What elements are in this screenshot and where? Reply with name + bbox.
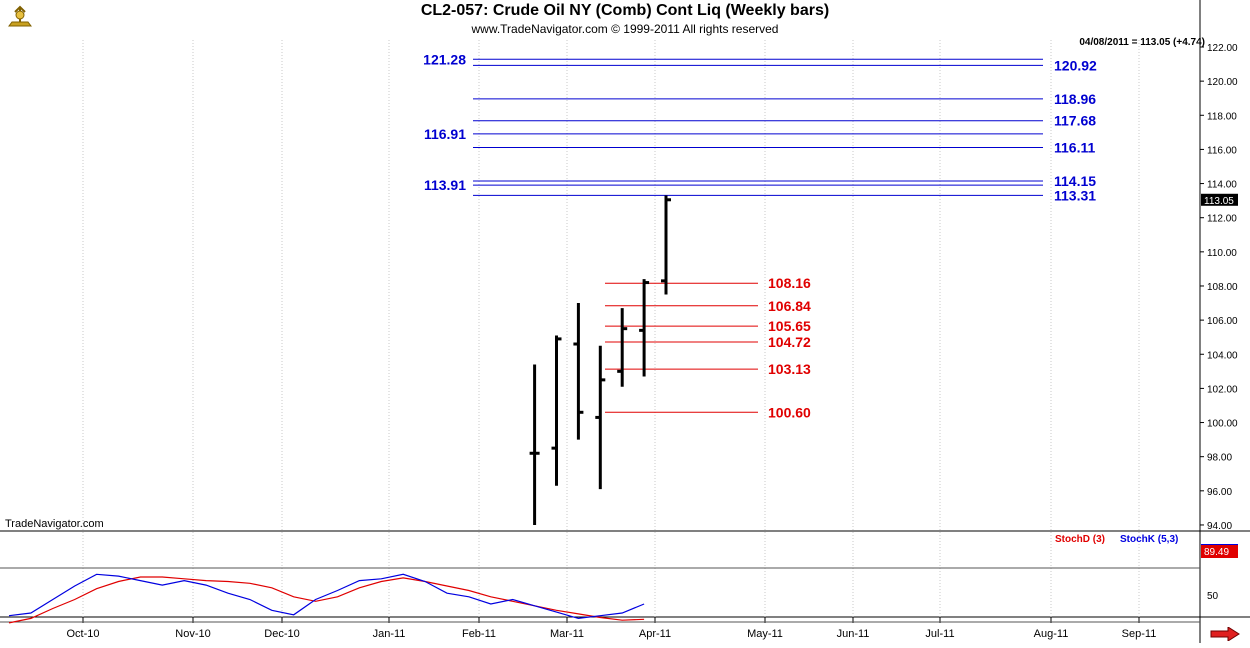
- x-tick-label: Feb-11: [462, 628, 496, 640]
- y-tick-label: 118.00: [1207, 111, 1237, 122]
- brand-watermark: TradeNavigator.com: [5, 518, 104, 530]
- level-label: 117.68: [1054, 113, 1096, 129]
- y-tick-label: 120.00: [1207, 77, 1238, 88]
- y-tick-label: 106.00: [1207, 316, 1238, 327]
- last-price-box: [1201, 193, 1238, 206]
- x-tick-label: Jan-11: [373, 628, 406, 640]
- stoch-series-line: [8, 576, 645, 624]
- chart-subtitle: www.TradeNavigator.com © 1999-2011 All r…: [471, 22, 779, 36]
- stoch-legend-d: StochD (3): [1055, 534, 1105, 545]
- x-tick-label: Aug-11: [1034, 628, 1069, 640]
- stoch-y-tick-label: 50: [1207, 591, 1219, 602]
- x-tick-label: Mar-11: [550, 628, 584, 640]
- level-label: 116.11: [1054, 140, 1095, 156]
- level-label: 108.16: [768, 275, 811, 291]
- y-tick-label: 104.00: [1207, 350, 1238, 361]
- chart-title: CL2-057: Crude Oil NY (Comb) Cont Liq (W…: [420, 2, 830, 19]
- x-tick-label: Oct-10: [66, 628, 99, 640]
- x-tick-label: Nov-10: [175, 628, 210, 640]
- level-label: 116.91: [424, 126, 466, 142]
- level-label: 118.96: [1054, 91, 1096, 107]
- y-tick-label: 94.00: [1207, 521, 1232, 532]
- level-label: 113.31: [1054, 187, 1096, 203]
- y-tick-label: 102.00: [1207, 384, 1238, 395]
- level-label: 106.84: [768, 298, 811, 314]
- y-tick-label: 122.00: [1207, 43, 1238, 54]
- x-tick-label: Sep-11: [1122, 628, 1157, 640]
- last-bar-info: 04/08/2011 = 113.05 (+4.74): [1079, 37, 1205, 48]
- y-tick-label: 112.00: [1207, 214, 1237, 225]
- y-tick-label: 114.00: [1207, 180, 1237, 191]
- level-label: 121.28: [423, 51, 466, 67]
- y-tick-label: 100.00: [1207, 419, 1238, 430]
- y-tick-label: 116.00: [1207, 145, 1237, 156]
- stoch-d-value-box: [1201, 545, 1238, 558]
- x-tick-label: Jun-11: [837, 628, 870, 640]
- y-tick-label: 108.00: [1207, 282, 1238, 293]
- level-label: 120.92: [1054, 57, 1097, 73]
- x-tick-label: Jul-11: [925, 628, 954, 640]
- y-tick-label: 110.00: [1207, 248, 1237, 259]
- stoch-d-value-label: 89.49: [1204, 547, 1229, 558]
- level-label: 103.13: [768, 361, 811, 377]
- level-label: 114.15: [1054, 173, 1096, 189]
- last-price-label: 113.05: [1204, 196, 1234, 207]
- stoch-legend-k: StochK (5,3): [1120, 534, 1178, 545]
- level-label: 113.91: [424, 177, 466, 193]
- y-tick-label: 98.00: [1207, 453, 1232, 464]
- scroll-right-arrow-icon[interactable]: [1210, 627, 1240, 641]
- stoch-series-line: [8, 573, 645, 620]
- x-tick-label: Dec-10: [264, 628, 299, 640]
- y-tick-label: 96.00: [1207, 487, 1232, 498]
- level-label: 100.60: [768, 404, 811, 420]
- level-label: 105.65: [768, 318, 811, 334]
- trade-navigator-logo-icon: [8, 5, 32, 27]
- x-tick-label: May-11: [747, 628, 783, 640]
- x-tick-label: Apr-11: [639, 628, 671, 640]
- level-label: 104.72: [768, 334, 811, 350]
